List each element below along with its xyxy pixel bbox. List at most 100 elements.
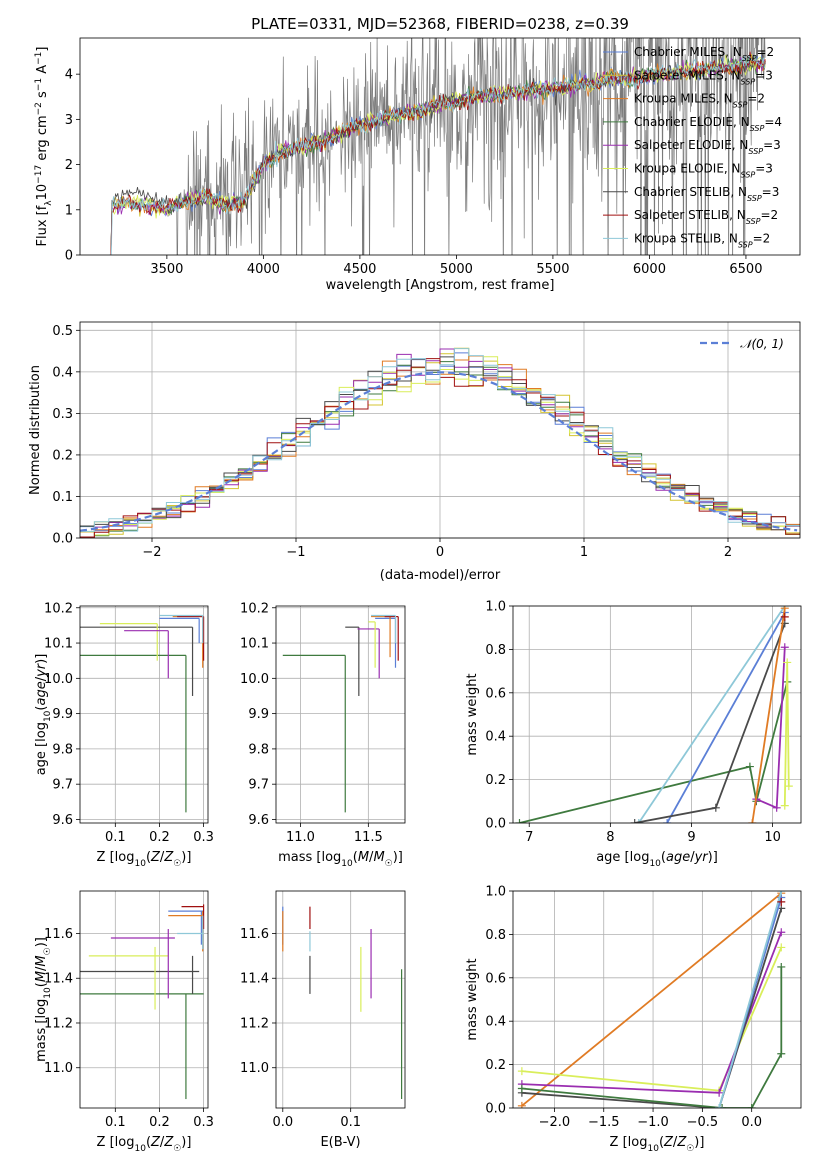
label-part: ☉ bbox=[43, 947, 53, 955]
y-tick-label: 0.2 bbox=[485, 1058, 506, 1073]
legend-model-name: Chabrier ELODIE, N bbox=[634, 115, 750, 129]
y-tick-label: 10.0 bbox=[44, 672, 73, 687]
axes-frame bbox=[512, 890, 802, 1109]
legend-entry: Salpeter MILES, NSSP=3 bbox=[634, 68, 773, 86]
label-part: / bbox=[34, 966, 49, 971]
weight-marker bbox=[777, 928, 786, 937]
label-part: ( bbox=[659, 1135, 664, 1150]
y-tick-label: 0.4 bbox=[485, 1015, 506, 1030]
label-part: ] bbox=[35, 47, 50, 52]
observed-spectrum-line bbox=[166, 38, 766, 255]
x-tick-label: −2.0 bbox=[539, 1115, 571, 1130]
x-axis-label: (data-model)/error bbox=[380, 568, 501, 583]
axes-frame bbox=[79, 605, 209, 824]
y-axis-label: mass weight bbox=[465, 673, 480, 755]
x-tick-label: 0.1 bbox=[105, 830, 126, 845]
label-part: s bbox=[35, 91, 50, 102]
legend-entry: Kroupa STELIB, NSSP=2 bbox=[634, 231, 770, 249]
label-part: Z bbox=[150, 850, 161, 865]
y-tick-label: 9.7 bbox=[52, 778, 73, 793]
y-tick-label: 0.2 bbox=[52, 448, 73, 463]
label-part: Z bbox=[163, 1135, 174, 1150]
weight-marker bbox=[517, 1067, 526, 1076]
y-tick-label: 0.6 bbox=[485, 686, 506, 701]
label-part: ( bbox=[34, 982, 49, 987]
weight-line bbox=[521, 931, 783, 1094]
label-part: M bbox=[34, 971, 49, 982]
x-tick-label: 8 bbox=[606, 830, 614, 845]
legend-sub: SSP bbox=[746, 217, 761, 226]
label-part: age bbox=[34, 681, 49, 705]
y-tick-label: 3 bbox=[65, 113, 73, 128]
legend-model-name: Salpeter STELIB, N bbox=[634, 208, 746, 222]
label-part: / bbox=[160, 1135, 165, 1150]
y-tick-label: 10.1 bbox=[240, 637, 269, 652]
plot-area bbox=[80, 614, 205, 813]
y-tick-label: 9.6 bbox=[52, 813, 73, 828]
label-part: age [log bbox=[596, 850, 649, 865]
x-tick-label: −2 bbox=[142, 545, 161, 560]
label-part: M bbox=[358, 850, 369, 865]
weight-marker bbox=[515, 819, 524, 823]
legend-nssp: =3 bbox=[763, 138, 781, 152]
x-tick-label: 6500 bbox=[729, 262, 762, 277]
x-tick-label: −1.5 bbox=[588, 1115, 620, 1130]
legend-nssp: =2 bbox=[760, 208, 778, 222]
y-tick-label: 4 bbox=[65, 68, 73, 83]
label-part: ☉ bbox=[173, 1144, 181, 1154]
y-tick-label: 0.8 bbox=[485, 643, 506, 658]
y-tick-label: 0.1 bbox=[52, 490, 73, 505]
axes-frame bbox=[275, 890, 406, 1109]
label-part: )] bbox=[708, 850, 718, 865]
residual-histogram bbox=[80, 348, 800, 538]
weight-marker bbox=[772, 803, 781, 812]
mass-vs-ebv-panel: 0.0 0.1 11.0 11.2 11.4 11.6 E(B-V) bbox=[240, 890, 406, 1150]
plot-area bbox=[109, 38, 766, 255]
label-part: 10 bbox=[134, 1144, 146, 1154]
weight-line bbox=[666, 612, 786, 823]
label-part: 10 bbox=[35, 184, 50, 201]
x-tick-label: −1.0 bbox=[637, 1115, 669, 1130]
weight-marker bbox=[783, 658, 792, 667]
legend-sub: SSP bbox=[741, 170, 756, 179]
y-axis-label: age [log10(age/yr)] bbox=[34, 654, 53, 776]
weight-marker bbox=[777, 1049, 786, 1058]
label-part: )] bbox=[181, 1135, 191, 1150]
y-tick-label: 11.2 bbox=[44, 1016, 73, 1031]
x-tick-label: 0.1 bbox=[340, 1115, 361, 1130]
x-tick-label: −0.5 bbox=[687, 1115, 719, 1130]
x-tick-label: 0 bbox=[436, 545, 444, 560]
legend-nssp: =2 bbox=[756, 45, 774, 59]
x-tick-label: 4000 bbox=[247, 262, 280, 277]
x-tick-label: 3500 bbox=[150, 262, 183, 277]
label-part: age [log bbox=[34, 722, 49, 775]
weight-marker bbox=[634, 819, 643, 823]
legend-entry: 𝒩(0, 1) bbox=[740, 337, 784, 351]
label-part: yr bbox=[34, 662, 49, 678]
spectrum-panel: 3500 4000 4500 5000 5500 6000 6500 0 1 2 3 4 wavelen… bbox=[34, 37, 801, 293]
label-part: Z bbox=[663, 1135, 674, 1150]
y-tick-label: 10.0 bbox=[240, 672, 269, 687]
weight-marker bbox=[711, 803, 720, 812]
weight-marker bbox=[748, 819, 757, 823]
x-tick-label: 0.1 bbox=[105, 1115, 126, 1130]
axes-frame bbox=[275, 605, 406, 824]
residuals-panel: −2 −1 0 1 2 0.0 0.1 0.2 0.3 0.4 0.5 𝒩(0, 1) (data-mo… bbox=[28, 321, 801, 583]
x-tick-label: 0.2 bbox=[149, 830, 170, 845]
plot-area bbox=[515, 606, 793, 823]
label-part: Z bbox=[150, 1135, 161, 1150]
weight-line bbox=[521, 947, 783, 1092]
x-axis-label: age [log10(age/yr)] bbox=[596, 850, 718, 869]
legend-sub: SSP bbox=[747, 193, 762, 202]
weight-marker bbox=[715, 1104, 724, 1108]
label-part: ( bbox=[34, 706, 49, 711]
label-part: age bbox=[666, 850, 690, 865]
weight-marker bbox=[777, 891, 786, 895]
weight-marker bbox=[780, 606, 789, 613]
label-part: Normed distribution bbox=[28, 365, 43, 495]
weight-marker bbox=[747, 1104, 756, 1108]
y-tick-label: 10.1 bbox=[44, 637, 73, 652]
y-tick-label: 0.2 bbox=[485, 773, 506, 788]
axes-frame bbox=[79, 321, 801, 539]
axes-frame bbox=[512, 605, 802, 824]
